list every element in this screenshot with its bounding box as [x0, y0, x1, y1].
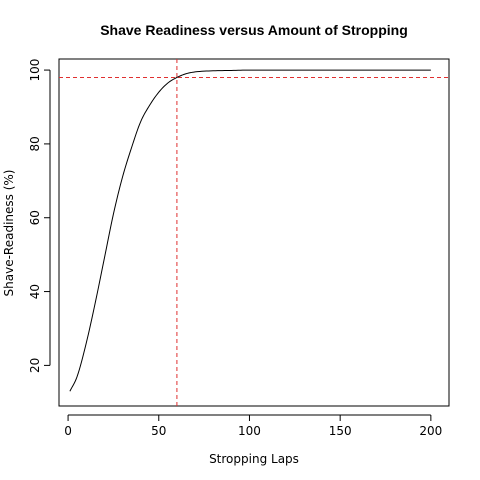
x-tick-label: 150 [329, 424, 352, 438]
reference-lines [59, 59, 449, 406]
y-tick-label: 100 [28, 59, 42, 82]
series-layer [69, 69, 431, 392]
plot-frame [58, 58, 450, 407]
x-axis: 0 50 100 150 200 [64, 414, 442, 438]
series-line [69, 69, 431, 392]
y-tick-label: 60 [28, 210, 42, 225]
x-tick-label: 100 [238, 424, 261, 438]
chart-title: Shave Readiness versus Amount of Stroppi… [100, 22, 408, 38]
x-tick-label: 0 [64, 424, 72, 438]
x-axis-label: Stropping Laps [209, 452, 299, 466]
y-tick-label: 80 [28, 136, 42, 151]
y-axis-label: Shave-Readiness (%) [2, 170, 16, 297]
y-tick-label: 40 [28, 284, 42, 299]
y-tick-label: 20 [28, 358, 42, 373]
x-tick-label: 50 [151, 424, 166, 438]
y-axis: 20 40 60 80 100 [28, 59, 51, 373]
x-tick-label: 200 [419, 424, 442, 438]
